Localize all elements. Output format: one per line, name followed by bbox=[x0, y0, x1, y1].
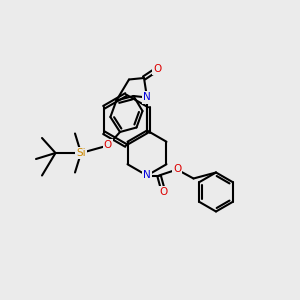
Text: O: O bbox=[159, 187, 168, 197]
Text: O: O bbox=[153, 64, 162, 74]
Text: N: N bbox=[143, 170, 151, 181]
Text: N: N bbox=[143, 92, 151, 103]
Text: O: O bbox=[173, 164, 181, 175]
Text: Si: Si bbox=[76, 148, 86, 158]
Text: O: O bbox=[104, 140, 112, 151]
